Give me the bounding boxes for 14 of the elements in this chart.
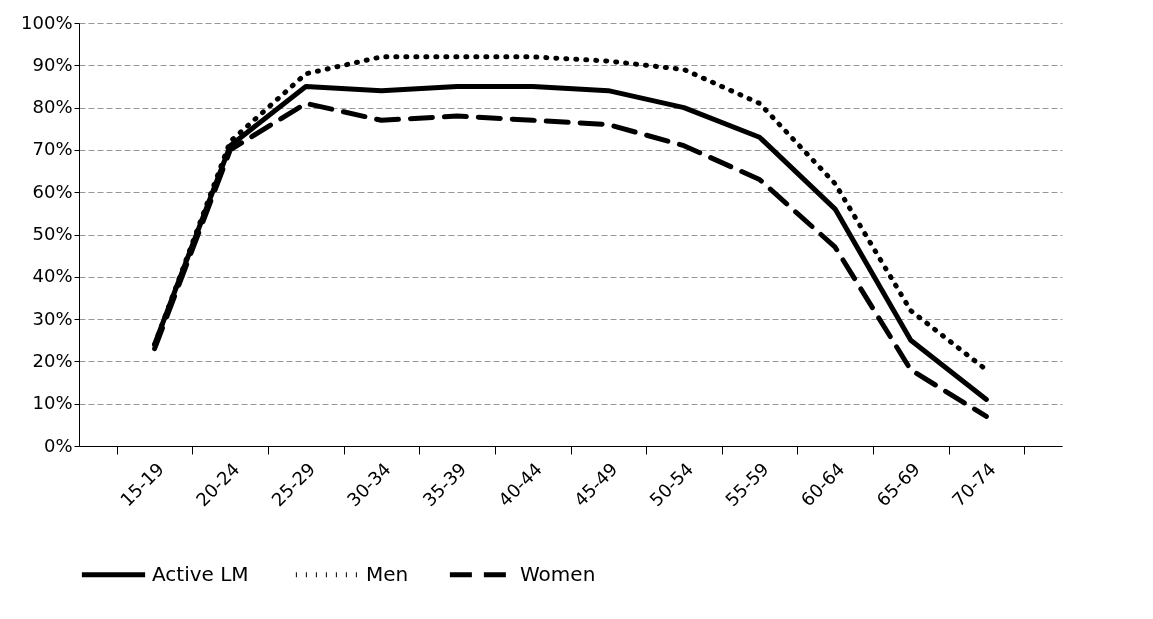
y-tick-label: 20%	[32, 349, 73, 371]
y-tick-label: 80%	[32, 96, 73, 118]
y-tick-label: 30%	[32, 307, 73, 329]
y-tick-label: 10%	[32, 392, 73, 414]
y-tick-label: 100%	[21, 11, 73, 33]
y-tick-label: 40%	[32, 265, 73, 287]
y-tick-label: 60%	[32, 180, 73, 202]
y-tick-label: 0%	[43, 434, 73, 456]
legend-label: Active LM	[152, 561, 249, 586]
y-tick-label: 50%	[32, 223, 73, 244]
legend-label: Women	[520, 561, 596, 586]
y-tick-label: 70%	[32, 138, 73, 160]
y-tick-label: 90%	[32, 53, 73, 75]
legend-label: Men	[366, 561, 409, 586]
